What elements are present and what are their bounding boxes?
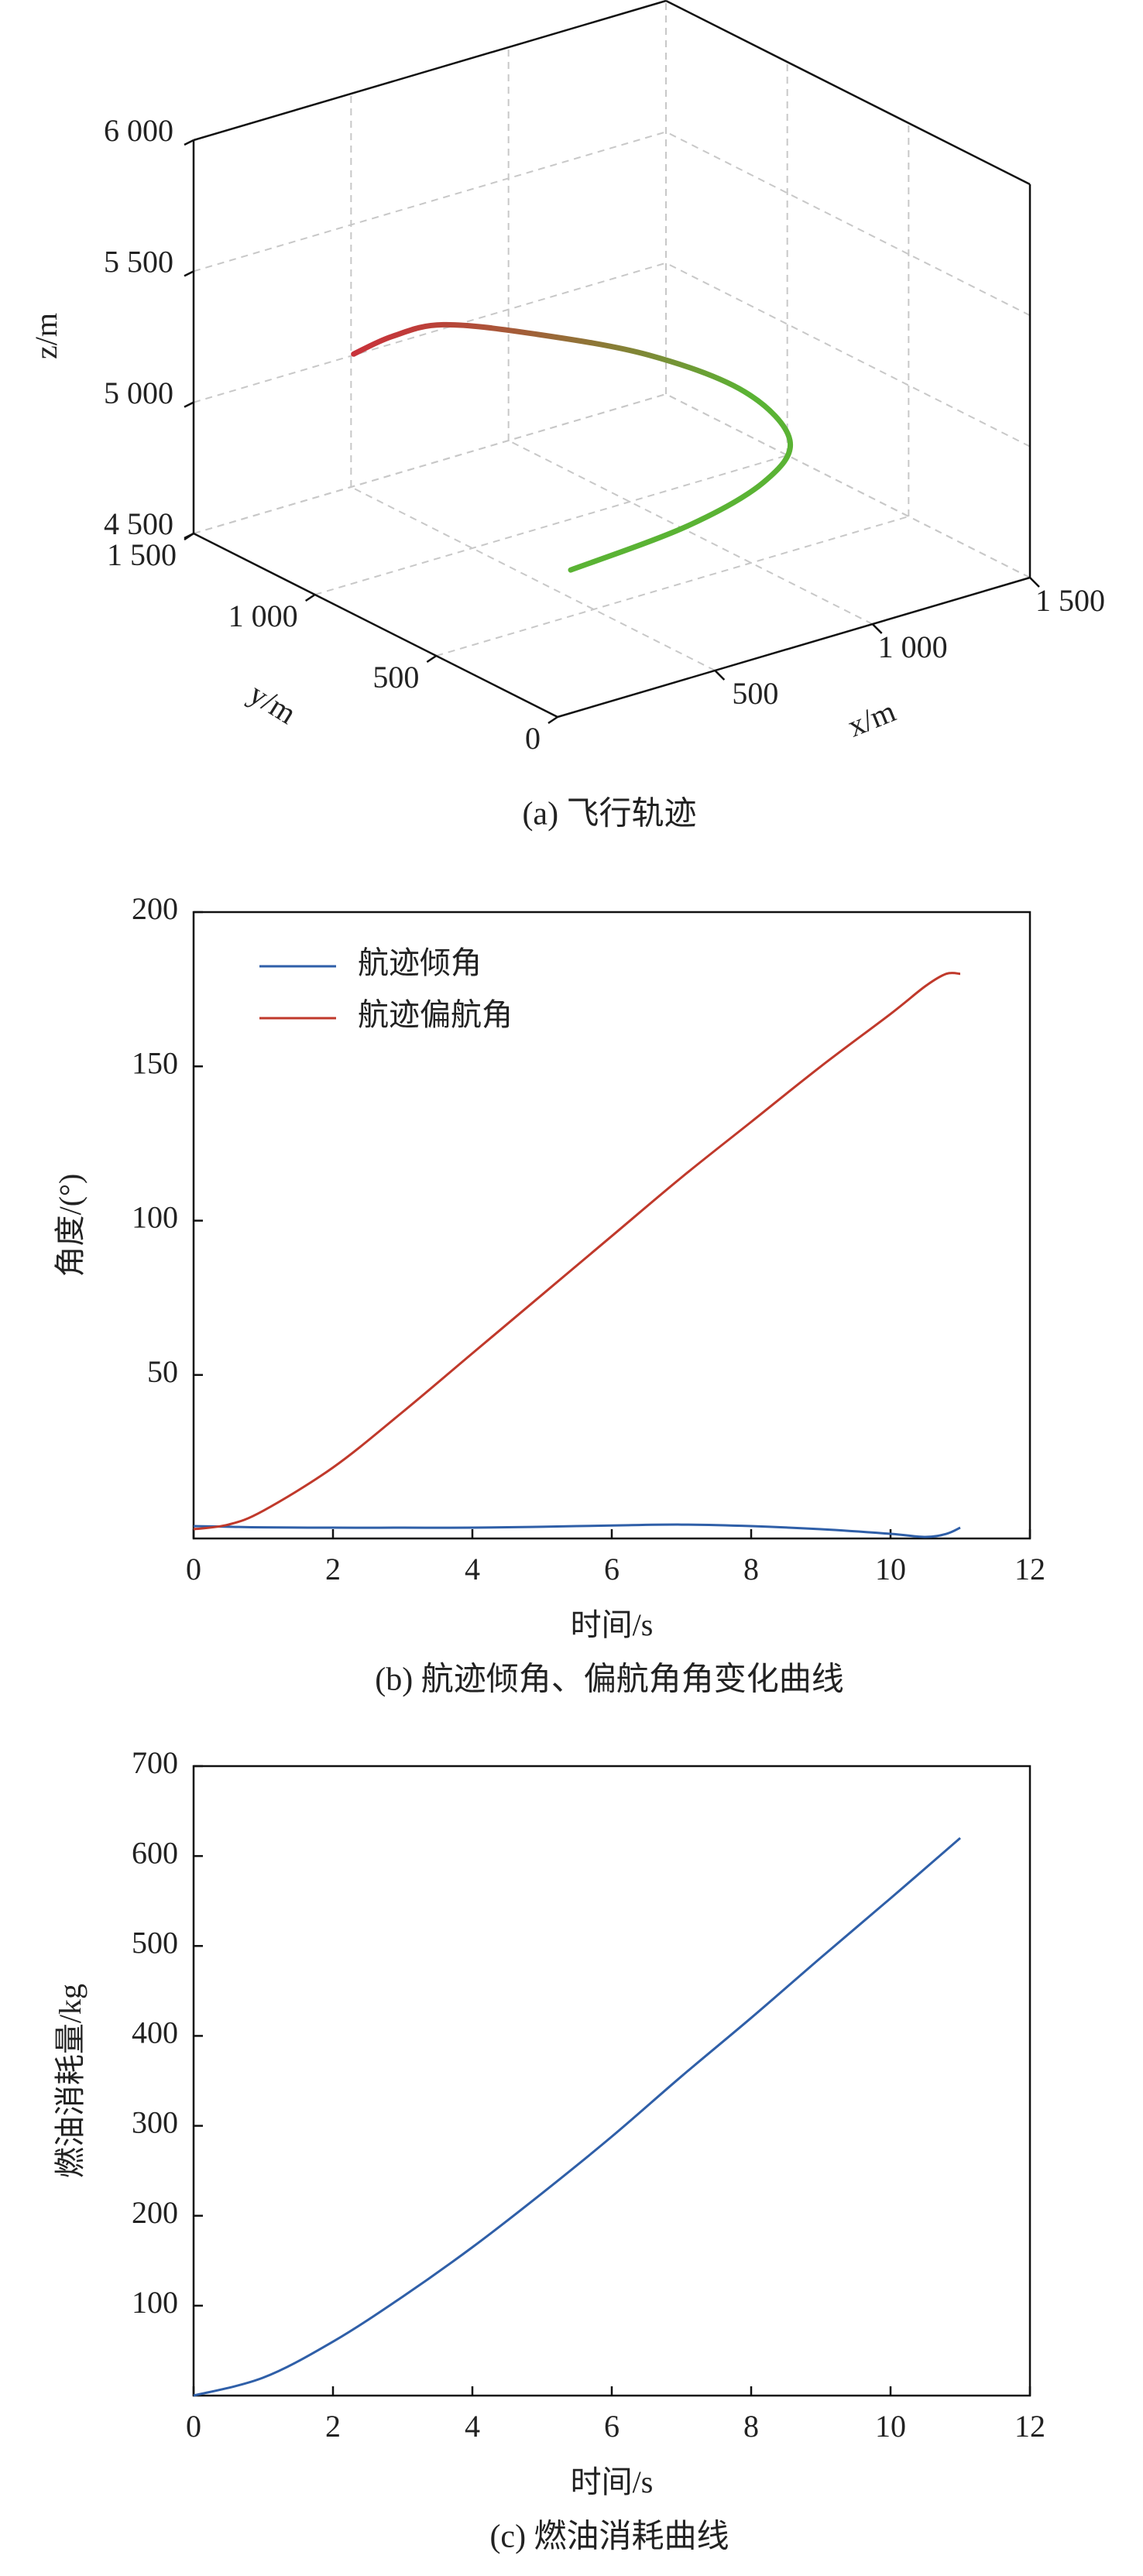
data-line [193, 1837, 961, 2397]
y-tick-label: 200 [132, 891, 178, 926]
z-tick-label: 6 000 [104, 113, 173, 148]
x-axis-label: 时间/s [571, 2465, 654, 2499]
y-tick-label: 300 [132, 2105, 178, 2140]
y-tick-label: 500 [132, 1925, 178, 1960]
x-tick-label: 4 [465, 2409, 480, 2444]
y-axis-label: 角度/(°) [53, 1174, 88, 1278]
y-tick-label: 150 [132, 1045, 178, 1080]
tick-mark [1029, 577, 1040, 588]
z-axis-label: z/m [29, 313, 64, 359]
y-tick-label: 400 [132, 2015, 178, 2050]
legend-label: 航迹偏航角 [358, 997, 513, 1032]
x-tick-label: 500 [732, 676, 778, 711]
grid-line [193, 393, 667, 534]
x-tick-label: 6 [604, 1552, 620, 1586]
y-axis-label: y/m [243, 676, 303, 731]
y-tick-label: 600 [132, 1835, 178, 1870]
x-tick-label: 12 [1014, 1552, 1045, 1586]
tick-mark [871, 623, 883, 634]
y-tick-label: 50 [147, 1354, 178, 1389]
grid-line [193, 131, 667, 273]
tick-mark [184, 270, 194, 277]
z-tick-label: 5 000 [104, 376, 173, 410]
tick-mark [184, 532, 194, 540]
x-tick-label: 6 [604, 2409, 620, 2444]
grid-line [665, 393, 1031, 578]
x-tick-label: 12 [1014, 2409, 1045, 2444]
x-axis-label: 时间/s [571, 1607, 654, 1642]
x-tick-label: 1 500 [1035, 583, 1105, 618]
y-tick-label: 200 [132, 2195, 178, 2230]
y-tick-label: 1 500 [107, 537, 177, 572]
y-tick-label: 500 [372, 660, 419, 695]
y-tick-label: 100 [132, 1200, 178, 1235]
grid-line [436, 516, 909, 657]
axis-edge [193, 0, 667, 142]
x-axis-label: x/m [843, 693, 901, 743]
tick-mark [184, 401, 194, 408]
tick-mark [304, 593, 316, 602]
tick-mark [547, 715, 558, 725]
x-tick-label: 8 [743, 2409, 759, 2444]
z-tick-label: 5 500 [104, 245, 173, 280]
plot-frame [192, 1765, 1031, 2397]
data-line [193, 1523, 961, 1538]
tick-mark [426, 654, 438, 664]
grid-line [665, 262, 1031, 448]
tick-mark [184, 139, 194, 146]
x-tick-label: 10 [875, 2409, 906, 2444]
z-tick-label: 4 500 [104, 506, 173, 541]
caption: (b) 航迹倾角、偏航角角变化曲线 [375, 1662, 843, 1698]
grid-line [350, 486, 716, 671]
grid-line [193, 262, 667, 403]
y-tick-label: 1 000 [228, 599, 298, 633]
caption: (a) 飞行轨迹 [522, 797, 696, 832]
grid-line [508, 440, 874, 625]
axis-edge [665, 0, 1031, 186]
tick-mark [714, 670, 726, 681]
axis-edge [557, 576, 1031, 719]
x-tick-label: 0 [186, 2409, 201, 2444]
grid-line [193, 393, 667, 534]
x-tick-label: 1 000 [878, 629, 948, 664]
x-tick-label: 4 [465, 1552, 480, 1586]
data-line [193, 972, 961, 1531]
y-tick-label: 0 [525, 721, 541, 756]
x-tick-label: 2 [325, 2409, 341, 2444]
legend-label: 航迹倾角 [358, 945, 482, 980]
grid-line [314, 454, 788, 595]
grid-line [665, 131, 1031, 317]
y-axis-label: 燃油消耗量/kg [53, 1984, 88, 2178]
caption: (c) 燃油消耗曲线 [489, 2519, 729, 2555]
x-tick-label: 10 [875, 1552, 906, 1586]
x-tick-label: 0 [186, 1552, 201, 1586]
trajectory [351, 321, 794, 573]
plot-frame [192, 911, 1031, 1540]
axis-edge [193, 532, 558, 719]
y-tick-label: 100 [132, 2285, 178, 2320]
x-tick-label: 8 [743, 1552, 759, 1586]
x-tick-label: 2 [325, 1552, 341, 1586]
y-tick-label: 700 [132, 1745, 178, 1780]
